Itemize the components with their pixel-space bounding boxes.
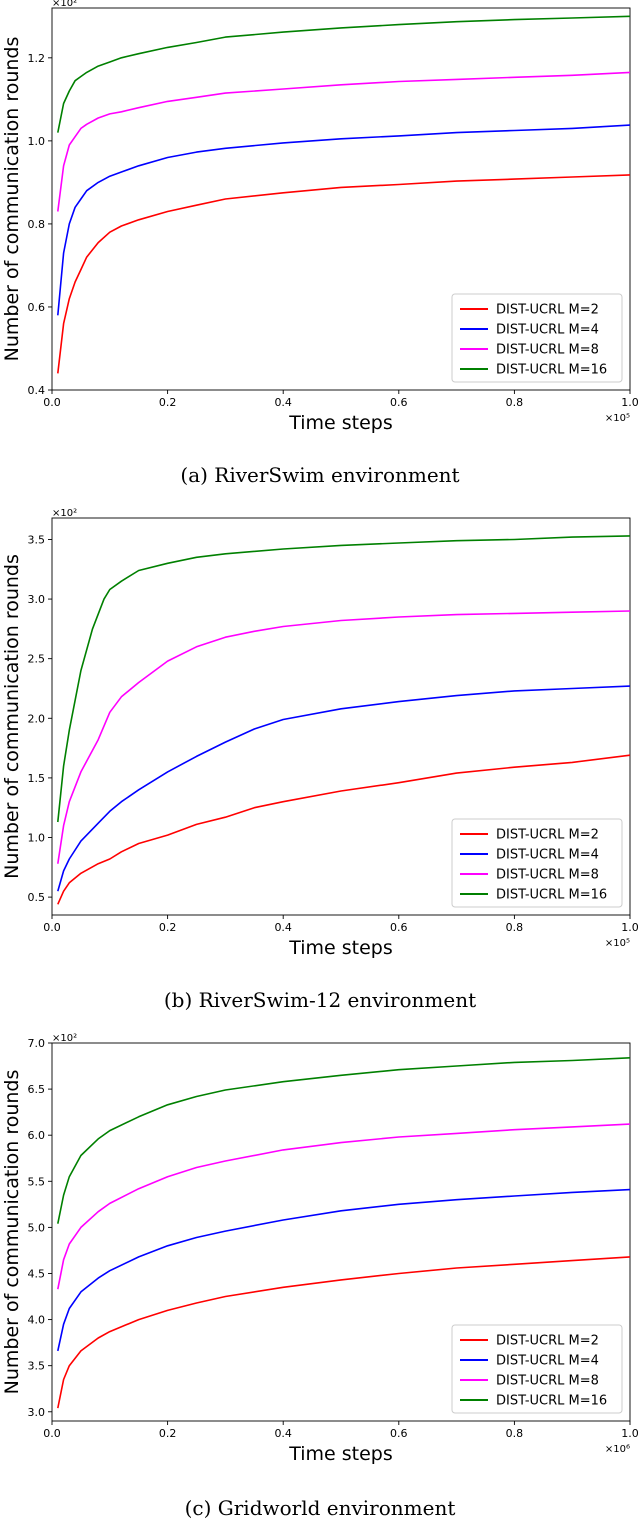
- x-tick-label: 0.2: [159, 396, 177, 409]
- y-tick-label: 1.2: [28, 52, 46, 65]
- series-line-2: [57, 124, 631, 316]
- y-tick-label: 1.0: [28, 135, 46, 148]
- x-tick-label: 0.8: [506, 921, 524, 934]
- legend-entry: DIST-UCRL M=16: [496, 1394, 607, 1409]
- legend-box: [451, 293, 623, 383]
- legend-box: [451, 818, 623, 908]
- x-multiplier: ×10⁵: [605, 938, 630, 949]
- legend-entry: DIST-UCRL M=2: [496, 1334, 599, 1349]
- legend-entry: DIST-UCRL M=2: [496, 828, 599, 843]
- series-line-3: [57, 71, 631, 212]
- legend-entry: DIST-UCRL M=8: [496, 1374, 599, 1389]
- series-line-1: [57, 174, 631, 374]
- legend-entry: DIST-UCRL M=8: [496, 868, 599, 883]
- x-axis-label: Time steps: [288, 412, 393, 434]
- series-line-1: [57, 1256, 631, 1409]
- legend-entry: DIST-UCRL M=4: [496, 848, 599, 863]
- y-tick-label: 1.0: [28, 832, 46, 845]
- legend: DIST-UCRL M=2 DIST-UCRL M=4 DIST-UCRL M=8 D…: [451, 293, 623, 383]
- legend-entry: DIST-UCRL M=16: [496, 363, 607, 378]
- y-tick-label: 6.5: [28, 1083, 46, 1096]
- chart-caption: (c) Gridworld environment: [185, 1496, 456, 1520]
- chart-3: 0.0 0.2 0.4 0.6 0.8 1.0 3.0 3.5 4.0 4.5 5.0 5.5 6.0 6…: [1, 1033, 639, 1520]
- x-tick-label: 0.0: [43, 921, 61, 934]
- x-tick-label: 0.0: [43, 396, 61, 409]
- y-tick-label: 4.0: [28, 1314, 46, 1327]
- series-line-4: [57, 15, 631, 133]
- x-tick-label: 1.0: [621, 1427, 639, 1440]
- x-tick-label: 0.0: [43, 1427, 61, 1440]
- plot-frame: [51, 517, 631, 916]
- series-line-2: [57, 1188, 631, 1352]
- legend-entry: DIST-UCRL M=8: [496, 343, 599, 358]
- y-tick-label: 5.5: [28, 1175, 46, 1188]
- x-tick-label: 0.2: [159, 1427, 177, 1440]
- y-multiplier: ×10²: [52, 0, 77, 9]
- legend-entry: DIST-UCRL M=16: [496, 888, 607, 903]
- series-line-4: [57, 1057, 631, 1224]
- y-tick-label: 0.6: [28, 301, 46, 314]
- x-tick-label: 0.4: [274, 921, 292, 934]
- series-line-3: [57, 1123, 631, 1290]
- y-axis-label: Number of communication rounds: [1, 554, 23, 879]
- y-tick-label: 0.5: [28, 891, 46, 904]
- y-tick-label: 3.0: [28, 593, 46, 606]
- y-multiplier: ×10²: [52, 1033, 77, 1044]
- x-tick-label: 0.2: [159, 921, 177, 934]
- x-tick-label: 0.8: [506, 1427, 524, 1440]
- plot-frame: [51, 1042, 631, 1422]
- y-tick-label: 7.0: [28, 1037, 46, 1050]
- series-line-4: [57, 535, 631, 823]
- legend: DIST-UCRL M=2 DIST-UCRL M=4 DIST-UCRL M=8 D…: [451, 1324, 623, 1414]
- x-multiplier: ×10⁶: [605, 1444, 630, 1455]
- legend-box: [451, 1324, 623, 1414]
- y-axis-label: Number of communication rounds: [1, 1070, 23, 1395]
- y-tick-label: 3.5: [28, 1360, 46, 1373]
- x-tick-label: 0.8: [506, 396, 524, 409]
- series-line-2: [57, 685, 631, 892]
- legend-entry: DIST-UCRL M=4: [496, 1354, 599, 1369]
- y-tick-label: 0.4: [28, 384, 46, 397]
- x-tick-label: 0.6: [390, 1427, 408, 1440]
- x-tick-label: 1.0: [621, 921, 639, 934]
- x-tick-label: 0.6: [390, 396, 408, 409]
- y-tick-label: 3.5: [28, 533, 46, 546]
- chart-2: 0.0 0.2 0.4 0.6 0.8 1.0 0.5 1.0 1.5 2.0 2.5 3.0 3.5 ×…: [1, 508, 639, 1012]
- legend: DIST-UCRL M=2 DIST-UCRL M=4 DIST-UCRL M=8 D…: [451, 818, 623, 908]
- x-tick-label: 0.4: [274, 1427, 292, 1440]
- y-axis-label: Number of communication rounds: [1, 37, 23, 362]
- legend-entry: DIST-UCRL M=4: [496, 323, 599, 338]
- x-axis-label: Time steps: [288, 937, 393, 959]
- x-tick-label: 1.0: [621, 396, 639, 409]
- y-tick-label: 1.5: [28, 772, 46, 785]
- y-tick-label: 0.8: [28, 218, 46, 231]
- y-tick-label: 6.0: [28, 1129, 46, 1142]
- legend-entry: DIST-UCRL M=2: [496, 303, 599, 318]
- series-line-3: [57, 610, 631, 864]
- y-tick-label: 3.0: [28, 1406, 46, 1419]
- x-multiplier: ×10⁵: [605, 413, 630, 424]
- y-tick-label: 2.0: [28, 712, 46, 725]
- x-tick-label: 0.4: [274, 396, 292, 409]
- y-multiplier: ×10²: [52, 508, 77, 519]
- y-tick-label: 4.5: [28, 1267, 46, 1280]
- y-tick-label: 5.0: [28, 1221, 46, 1234]
- y-tick-label: 2.5: [28, 653, 46, 666]
- series-line-1: [57, 754, 631, 905]
- chart-caption: (b) RiverSwim-12 environment: [164, 988, 476, 1012]
- x-tick-label: 0.6: [390, 921, 408, 934]
- x-axis-label: Time steps: [288, 1443, 393, 1465]
- chart-caption: (a) RiverSwim environment: [180, 463, 459, 487]
- plot-frame: [51, 7, 631, 391]
- chart-1: 0.0 0.2 0.4 0.6 0.8 1.0 0.4 0.6 0.8 1.0 1.2 ×10² ×10…: [1, 0, 639, 487]
